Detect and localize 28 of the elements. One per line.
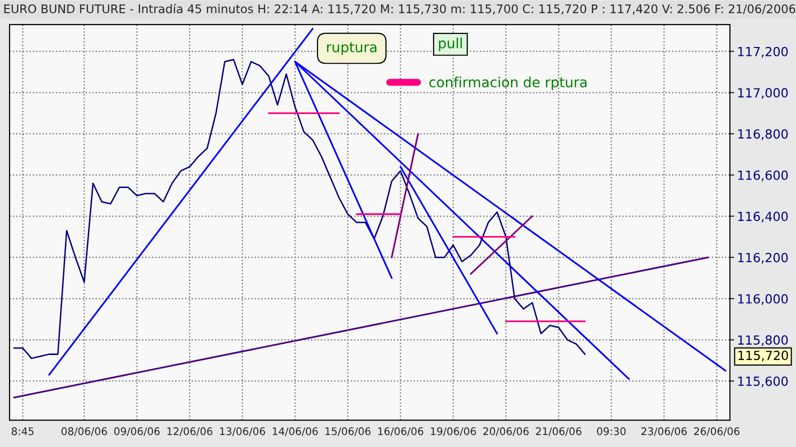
y-tick-label: 116,400 [738,212,788,222]
y-tick-label: 116,200 [738,252,788,264]
x-tick-label: 21/06/06 [536,427,582,436]
x-tick-label: 09/06/06 [114,427,160,436]
chart-title: EURO BUND FUTURE - Intradía 45 minutos H: 22:14 A: 115,720 M: 115,730 m: 115,700 C: 115,720 P : 117,420 V: 2.506 F: 21/06/2006 [4,4,796,14]
x-tick-label: 16/06/06 [378,427,424,436]
annotation: pull [439,38,462,52]
x-tick-label: 13/06/06 [220,427,266,436]
y-tick-label: 117,000 [738,88,788,99]
text: 115,720 [738,350,788,362]
y-tick-label: 116,600 [738,170,788,182]
x-tick-label: 19/06/06 [430,427,476,436]
x-tick-label: 14/06/06 [272,427,318,436]
x-tick-label: 23/06/06 [641,427,687,436]
x-tick-label: 09:30 [597,427,626,436]
x-tick-label: 8:45 [12,427,34,436]
y-tick-label: 115,600 [738,376,788,388]
x-tick-label: 26/06/06 [694,427,740,436]
legend-label: confirmacion de rptura [429,76,587,90]
x-tick-label: 08/06/06 [62,427,107,436]
x-tick-label: 15/06/06 [326,427,371,436]
y-tick-label: 117,200 [738,46,788,58]
x-tick-label: 12/06/06 [167,427,212,436]
annotation: ruptura [327,42,376,56]
y-tick-label: 115,800 [738,335,788,346]
y-tick-label: 116,000 [738,294,788,305]
x-tick-label: 20/06/06 [483,427,529,436]
y-tick-label: 116,800 [738,129,788,140]
